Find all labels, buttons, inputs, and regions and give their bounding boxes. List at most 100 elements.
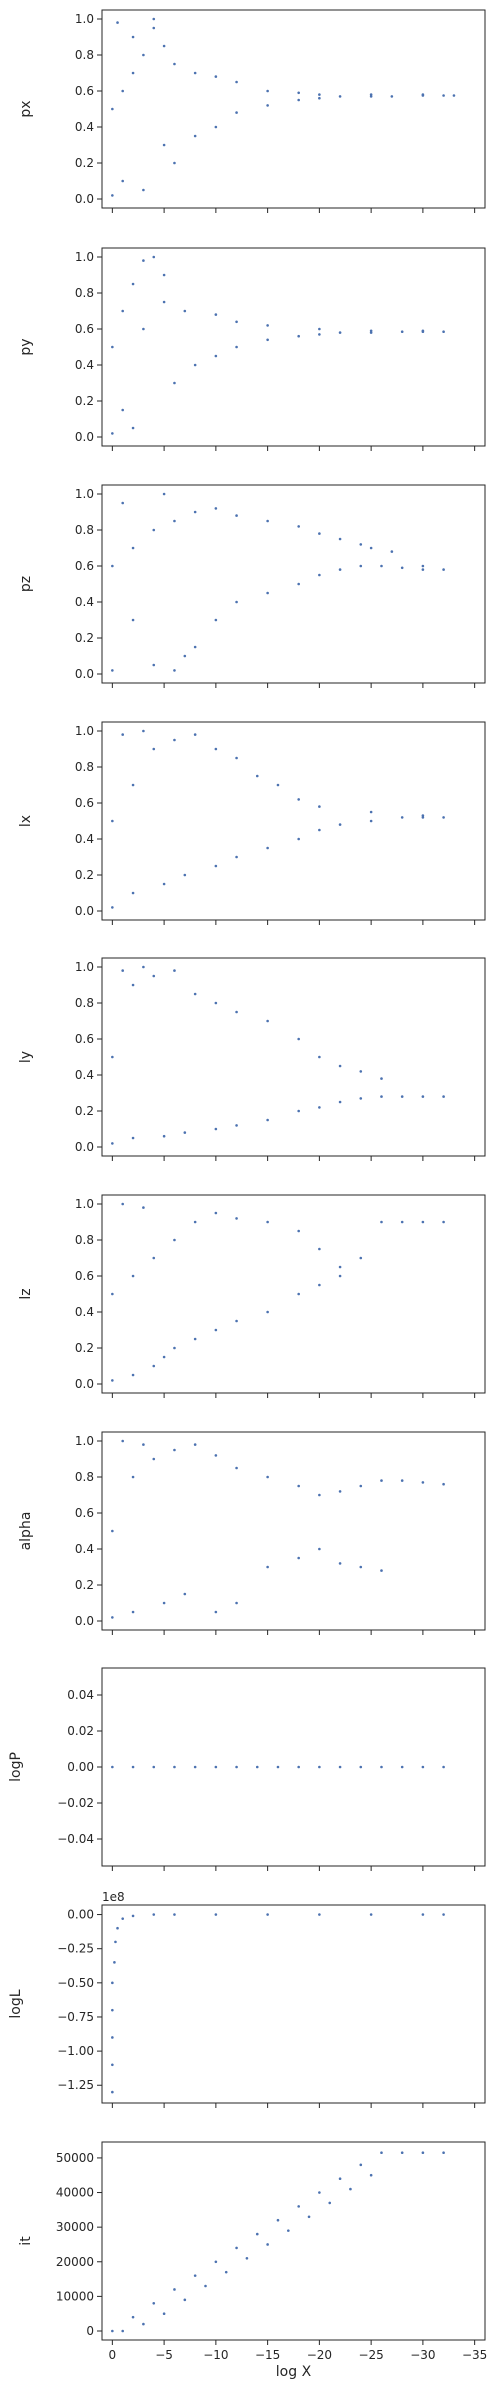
scatter-point [111, 669, 114, 672]
scatter-point [369, 93, 373, 96]
y-tick-label: 10000 [56, 2289, 94, 2303]
scatter-point [193, 1220, 197, 1224]
scatter-point [131, 1914, 135, 1918]
y-tick-label: 50000 [56, 2151, 94, 2165]
y-tick-label: 0.8 [75, 1470, 94, 1484]
scatter-point [183, 654, 187, 658]
scatter-point [152, 663, 156, 667]
scatter-point [152, 255, 156, 259]
y-tick-label: 0.8 [75, 286, 94, 300]
scatter-point [380, 1765, 383, 1769]
scatter-point [421, 2151, 425, 2155]
scatter-point [369, 1913, 373, 1916]
scatter-point [131, 1765, 135, 1769]
scatter-point [442, 568, 445, 571]
scatter-point [380, 564, 383, 568]
scatter-point [162, 1601, 166, 1605]
scatter-point [318, 532, 321, 535]
x-tick-label: −30 [410, 2348, 435, 2362]
scatter-points [111, 1913, 445, 2094]
y-tick-label: 0 [86, 2324, 94, 2338]
y-tick-label: 0.00 [67, 1760, 94, 1774]
scatter-point [390, 95, 394, 98]
scatter-point [152, 1913, 156, 1916]
scatter-point [152, 1457, 156, 1461]
scatter-point [421, 93, 425, 96]
scatter-point [142, 729, 145, 733]
scatter-point [193, 71, 197, 75]
x-axis-label: log X [276, 2364, 312, 2380]
y-tick-label: 0.00 [67, 1908, 94, 1922]
scatter-point [297, 1037, 300, 1041]
scatter-point [214, 75, 218, 78]
scatter-point [297, 798, 300, 801]
scatter-point [400, 2151, 404, 2155]
scatter-point [369, 2173, 373, 2177]
scatter-point [380, 1569, 383, 1572]
y-tick-label: 0.0 [75, 1377, 94, 1391]
scatter-point [173, 1448, 176, 1452]
scatter-point [369, 331, 373, 334]
y-tick-label: −0.50 [57, 1976, 94, 1990]
y-tick-label: 0.4 [75, 832, 94, 846]
y-axis-label: it [18, 2236, 34, 2246]
scatter-point [121, 733, 124, 736]
scatter-point [297, 1765, 300, 1769]
scatter-points [111, 17, 456, 197]
scatter-point [297, 525, 300, 528]
scatter-point [235, 855, 238, 859]
scatter-point [359, 2163, 363, 2167]
scatter-point [131, 426, 135, 430]
panel-alpha: 0.0 0.2 0.4 0.6 0.8 1.0 alpha [18, 1431, 486, 1635]
x-tick-label: −25 [358, 2348, 383, 2362]
scatter-point [142, 1206, 145, 1209]
scatter-point [318, 1493, 321, 1497]
scatter-point [369, 819, 373, 823]
scatter-point [173, 381, 176, 385]
scatter-point [297, 334, 300, 338]
scatter-point [442, 1482, 445, 1486]
scatter-point [400, 816, 404, 819]
scatter-point [214, 1765, 218, 1769]
y-tick-label: −0.02 [57, 1796, 94, 1810]
panel-pz: 0.0 0.2 0.4 0.6 0.8 1.0 pz [18, 484, 486, 688]
y-tick-label: 0.2 [75, 868, 94, 882]
scatter-point [318, 327, 321, 331]
scatter-point [131, 546, 135, 550]
scatter-point [193, 645, 197, 649]
scatter-point [173, 519, 176, 523]
y-tick-label: 1.0 [75, 487, 94, 501]
y-tick-label: 1.0 [75, 12, 94, 26]
y-tick-label: 0.6 [75, 84, 94, 98]
scatter-point [131, 891, 135, 895]
scatter-point [359, 1097, 363, 1100]
scatter-point [111, 1055, 114, 1059]
scatter-point [421, 1220, 425, 1224]
scatter-points [111, 2151, 445, 2333]
scatter-point [131, 783, 135, 787]
scatter-point [162, 143, 166, 147]
scatter-point [162, 2312, 166, 2315]
y-tick-label: 0.0 [75, 904, 94, 918]
scatter-point [276, 1765, 280, 1769]
scatter-point [297, 582, 300, 586]
scatter-point [111, 1142, 114, 1145]
x-tick-label: −10 [203, 2348, 228, 2362]
scatter-point [214, 618, 218, 622]
scatter-points [111, 729, 445, 909]
scatter-point [131, 1274, 135, 1278]
scatter-point [380, 1077, 383, 1080]
scatter-point [318, 1765, 321, 1769]
scatter-point [111, 432, 114, 435]
scatter-point [442, 94, 445, 97]
scatter-point [214, 1211, 218, 1215]
scatter-point [266, 1913, 269, 1916]
scatter-point [235, 756, 238, 760]
y-axis-label: pz [18, 576, 34, 592]
scatter-point [235, 514, 238, 517]
y-axis-label: ly [18, 1051, 34, 1063]
scatter-point [193, 2274, 197, 2277]
scatter-point [297, 1292, 300, 1296]
scatter-point [162, 1355, 166, 1359]
scatter-point [111, 906, 114, 909]
